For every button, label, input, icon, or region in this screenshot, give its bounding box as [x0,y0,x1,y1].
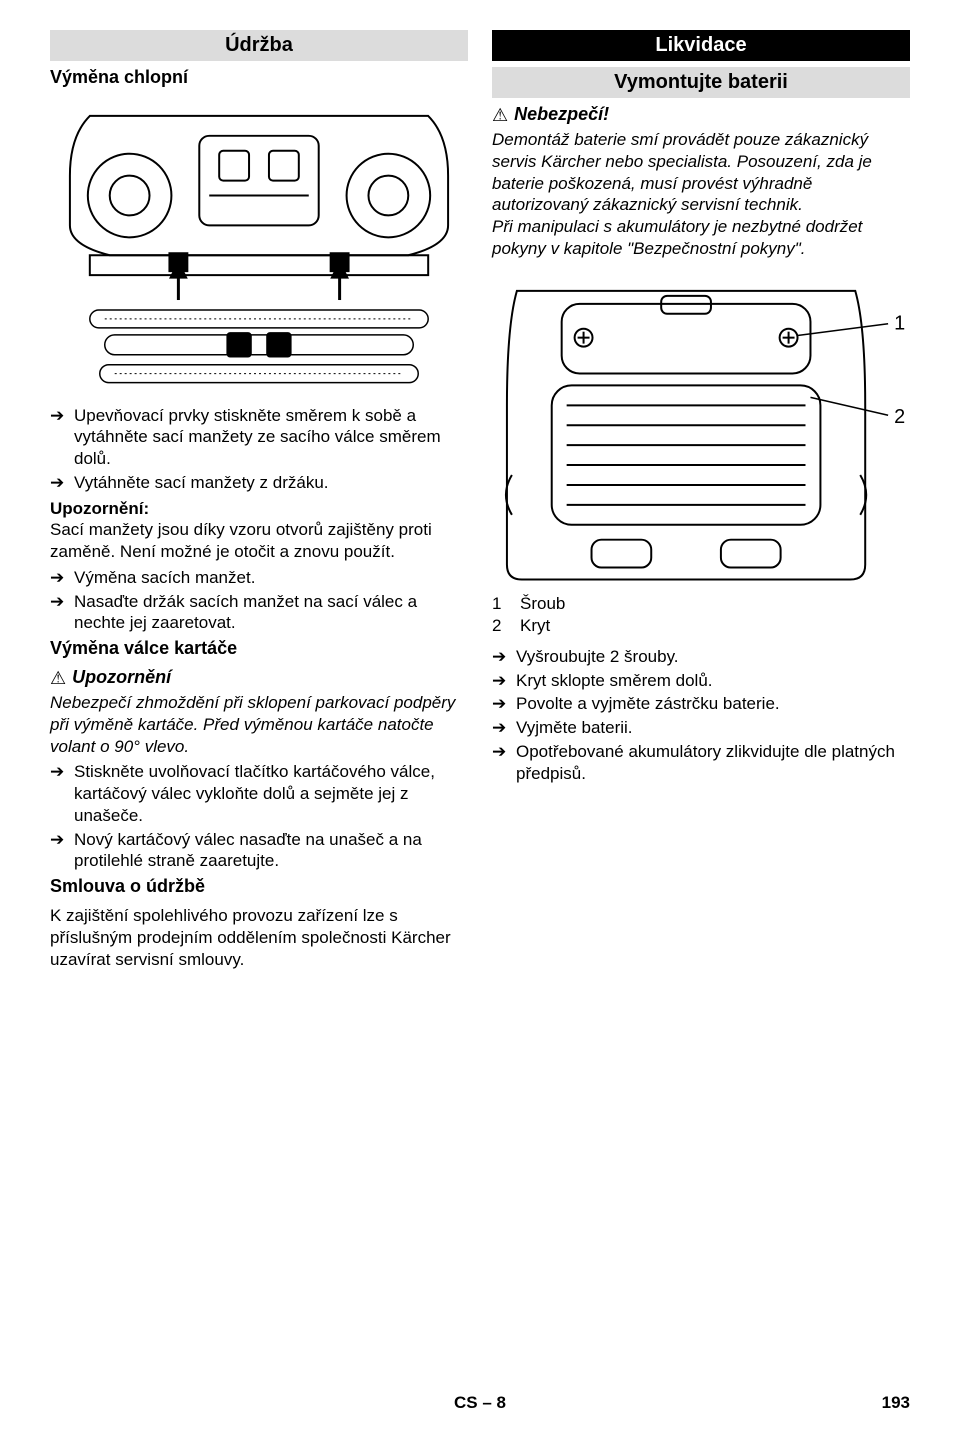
footer-page-number: 193 [882,1393,910,1413]
left-subheading-2: Výměna válce kartáče [50,638,468,659]
note-label: Upozornění: [50,499,149,518]
figure-flap-replacement [50,96,468,395]
warning-line-1: ⚠ Upozornění [50,667,468,688]
right-section-header: Likvidace [492,30,910,61]
legend-num: 2 [492,616,506,636]
danger-label: Nebezpečí! [514,104,609,125]
footer-center: CS – 8 [454,1393,506,1413]
note-text: Sací manžety jsou díky vzoru otvorů zaji… [50,520,432,561]
list-item: Nový kartáčový válec nasaďte na unašeč a… [50,829,468,873]
left-bullets-2: Výměna sacích manžet. Nasaďte držák sací… [50,567,468,634]
left-bullets-3: Stiskněte uvolňovací tlačítko kartáčovéh… [50,761,468,872]
warning-label: Upozornění [72,667,171,688]
legend-text: Šroub [520,594,565,614]
legend-row: 2 Kryt [492,616,910,636]
contract-text: K zajištění spolehlivého provozu zařízen… [50,905,468,970]
left-section-header: Údržba [50,30,468,61]
left-subheading-3: Smlouva o údržbě [50,876,468,897]
danger-line: ⚠ Nebezpečí! [492,104,910,125]
right-bullets: Vyšroubujte 2 šrouby. Kryt sklopte směre… [492,646,910,785]
danger-text-2: Při manipulaci s akumulátory je nezbytné… [492,216,910,260]
legend-row: 1 Šroub [492,594,910,614]
left-subheading-1: Výměna chlopní [50,67,468,88]
list-item: Upevňovací prvky stiskněte směrem k sobě… [50,405,468,470]
list-item: Výměna sacích manžet. [50,567,468,589]
list-item: Stiskněte uvolňovací tlačítko kartáčovéh… [50,761,468,826]
callout-2-label: 2 [894,406,905,428]
list-item: Nasaďte držák sacích manžet na sací vále… [50,591,468,635]
list-item: Vyšroubujte 2 šrouby. [492,646,910,668]
legend-num: 1 [492,594,506,614]
left-bullets-1: Upevňovací prvky stiskněte směrem k sobě… [50,405,468,494]
danger-text-1: Demontáž baterie smí provádět pouze záka… [492,129,910,216]
figure-battery-removal: 1 2 [492,266,910,584]
danger-icon: ⚠ [492,106,508,124]
legend-text: Kryt [520,616,550,636]
page-footer: CS – 8 193 [50,1393,910,1413]
legend: 1 Šroub 2 Kryt [492,594,910,636]
list-item: Vytáhněte sací manžety z držáku. [50,472,468,494]
note-block: Upozornění: Sací manžety jsou díky vzoru… [50,498,468,563]
right-subsection-header: Vymontujte baterii [492,67,910,98]
warning-text-1: Nebezpečí zhmoždění při sklopení parkova… [50,692,468,757]
list-item: Kryt sklopte směrem dolů. [492,670,910,692]
warning-icon: ⚠ [50,669,66,687]
list-item: Povolte a vyjměte zástrčku baterie. [492,693,910,715]
list-item: Opotřebované akumulátory zlikvidujte dle… [492,741,910,785]
list-item: Vyjměte baterii. [492,717,910,739]
callout-1-label: 1 [894,312,905,334]
